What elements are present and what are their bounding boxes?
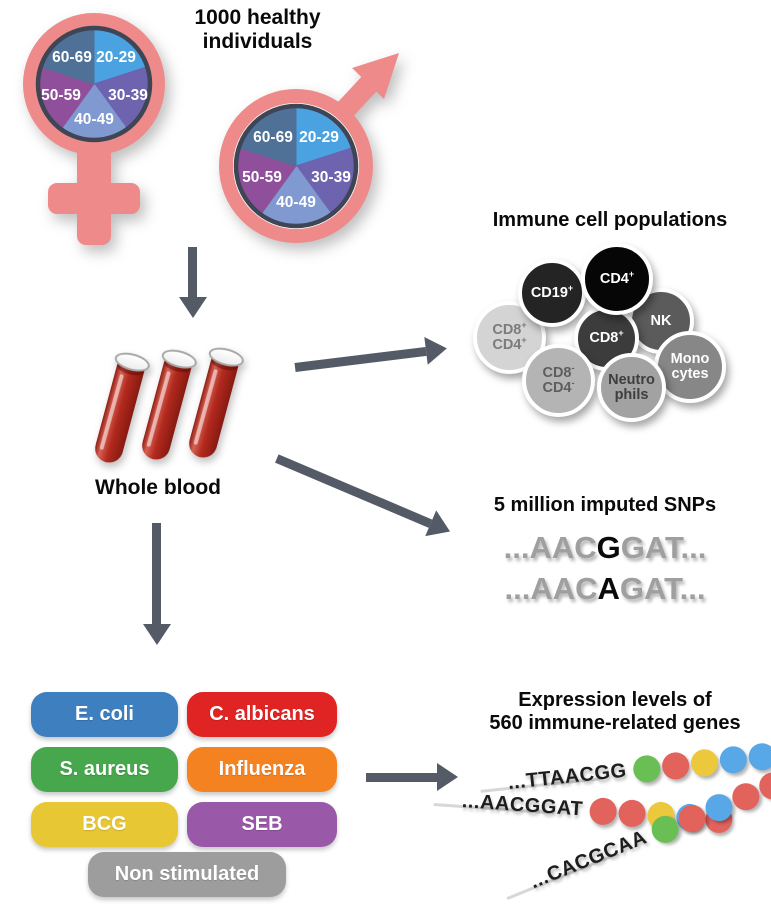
male-age-pie: 20-29 30-39 40-49 50-59 60-69 xyxy=(233,103,359,229)
cell-label: NK xyxy=(650,312,672,329)
gene-sequence: ...AACGGAT xyxy=(461,789,584,820)
expression-dot xyxy=(660,750,691,781)
stimulus-pill-ecoli: E. coli xyxy=(31,692,178,737)
expression-dot xyxy=(747,741,771,772)
gene-sequence: ...CACGCAA xyxy=(526,825,650,893)
pie-label-40-49: 40-49 xyxy=(276,194,316,211)
cell-cd8neg-cd4neg: CD8- CD4- xyxy=(522,344,595,417)
cell-label: CD4+ xyxy=(492,334,527,353)
pie-label-60-69: 60-69 xyxy=(253,129,293,146)
stimulus-pill-bcg: BCG xyxy=(31,802,178,847)
whole-blood-label: Whole blood xyxy=(95,476,221,499)
expression-dot xyxy=(718,744,749,775)
snp-sequence-1: ...AACGGAT... xyxy=(503,530,707,565)
pie-label-40-49: 40-49 xyxy=(74,111,114,128)
pie-label-50-59: 50-59 xyxy=(242,169,282,186)
arrow-blood-to-cells xyxy=(293,334,449,380)
expression-title: Expression levels of 560 immune-related … xyxy=(489,689,741,734)
pie-label-60-69: 60-69 xyxy=(52,49,92,66)
cell-label: Mono xyxy=(670,351,710,367)
pie-label-50-59: 50-59 xyxy=(41,87,81,104)
arrow-blood-to-stimuli xyxy=(143,523,171,645)
expression-dot xyxy=(701,789,737,825)
expression-dot xyxy=(727,778,764,814)
female-age-pie: 20-29 30-39 40-49 50-59 60-69 xyxy=(35,25,153,143)
snp-variant-allele: A xyxy=(597,571,620,606)
male-symbol-age-pie: 20-29 30-39 40-49 50-59 60-69 xyxy=(219,53,399,243)
arrow-cohort-to-blood xyxy=(179,247,207,318)
stimulus-pill-nonstimulated: Non stimulated xyxy=(88,852,286,897)
cell-label: cytes xyxy=(671,366,709,382)
pie-label-30-39: 30-39 xyxy=(311,169,351,186)
cell-cd19: CD19+ xyxy=(518,259,586,327)
female-symbol-age-pie: 20-29 30-39 40-49 50-59 60-69 xyxy=(23,13,165,245)
snp-sequence-2: ...AACAGAT... xyxy=(504,571,706,606)
pie-label-20-29: 20-29 xyxy=(96,49,136,66)
cell-cd4: CD4+ xyxy=(581,243,653,315)
cell-label: CD4- xyxy=(542,377,575,396)
arrow-blood-to-snps xyxy=(272,445,456,545)
expression-dot xyxy=(631,753,662,784)
snp-variant-allele: G xyxy=(596,530,621,565)
cell-label: Neutro xyxy=(608,371,655,388)
male-arrow-head xyxy=(352,53,399,99)
expression-dot xyxy=(589,796,618,826)
expression-dot xyxy=(674,800,710,836)
pie-border xyxy=(35,25,153,143)
arrow-stimuli-to-expression xyxy=(366,763,458,791)
stimulus-pill-influenza: Influenza xyxy=(187,747,337,792)
stimulus-pill-seb: SEB xyxy=(187,802,337,847)
cell-label: CD19+ xyxy=(530,282,574,301)
expression-dot xyxy=(647,811,683,847)
pie-border xyxy=(233,103,359,229)
stimulus-pill-saureus: S. aureus xyxy=(31,747,178,792)
female-cross-bar xyxy=(48,183,140,214)
stimulus-pill-calbicans: C. albicans xyxy=(187,692,337,737)
cell-label: CD8+ xyxy=(589,328,624,346)
blood-tube xyxy=(91,349,152,466)
pie-label-20-29: 20-29 xyxy=(299,129,339,146)
study-size-title: 1000 healthy individuals xyxy=(194,6,321,53)
snp-sequences: ...AACGGAT... ...AACAGAT... xyxy=(450,527,760,609)
cell-label: CD8+ xyxy=(492,319,527,338)
cell-label: phils xyxy=(614,386,649,403)
snp-title: 5 million imputed SNPs xyxy=(493,494,717,516)
pie-label-30-39: 30-39 xyxy=(108,87,148,104)
cell-neutrophils: Neutro phils xyxy=(597,353,666,422)
expression-dot xyxy=(689,747,720,778)
cell-label: CD4+ xyxy=(599,268,635,287)
immune-cells-title: Immune cell populations xyxy=(492,209,728,231)
cell-label: CD8- xyxy=(542,362,575,381)
